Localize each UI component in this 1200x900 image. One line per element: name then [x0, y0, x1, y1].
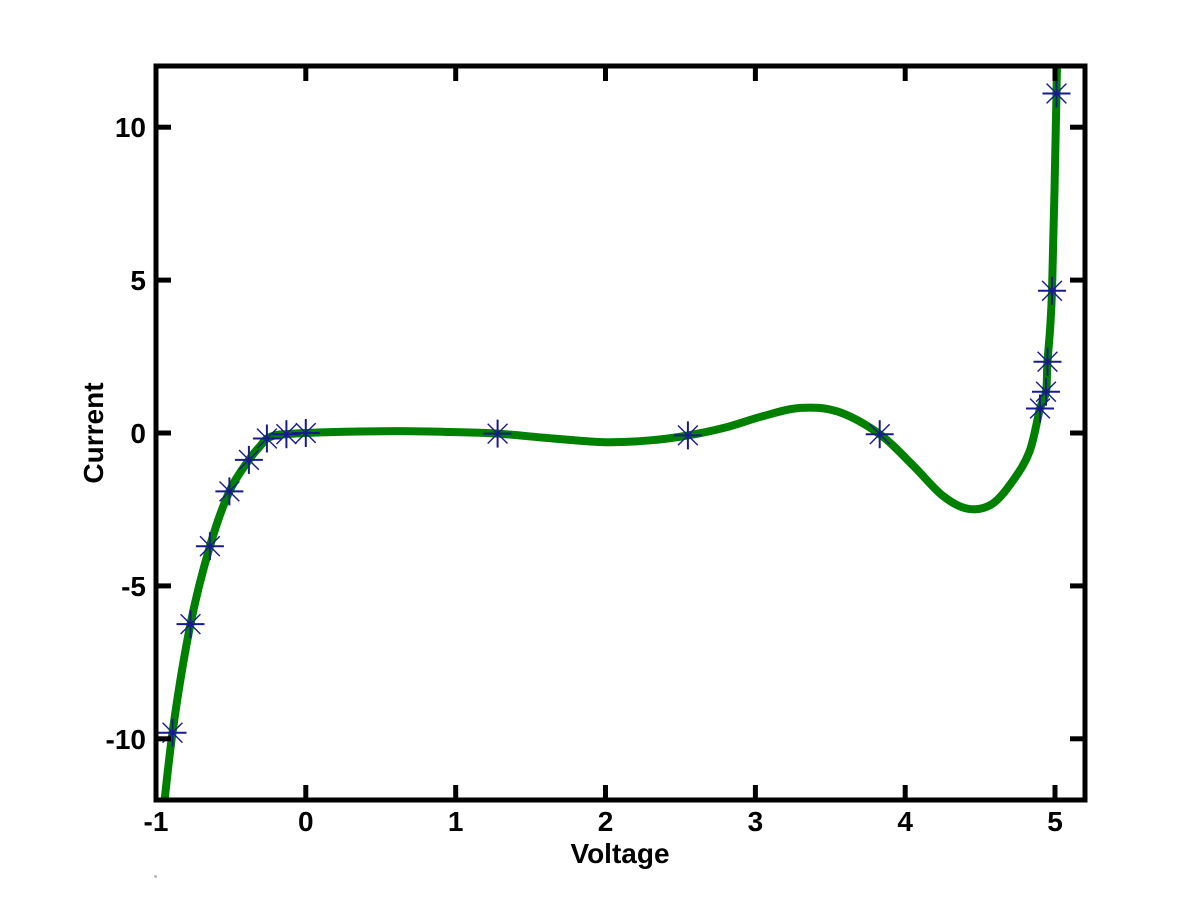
data-point-marker: [158, 718, 187, 747]
x-tick-label: 0: [298, 806, 314, 837]
y-tick-label: -5: [121, 571, 146, 602]
data-point-marker: [1042, 79, 1071, 108]
data-point-marker: [272, 420, 301, 449]
data-point-marker: [252, 424, 281, 453]
data-point-marker: [291, 419, 320, 447]
data-point-marker: [1032, 377, 1060, 406]
data-point-marker: [215, 477, 244, 506]
data-point-marker: [673, 421, 702, 450]
data-point-marker: [865, 420, 894, 449]
y-tick-label: 5: [130, 265, 146, 296]
x-tick-label: 2: [598, 806, 614, 837]
stray-speck: [154, 875, 157, 878]
x-tick-label: 4: [897, 806, 913, 837]
x-tick-label: 1: [448, 806, 464, 837]
data-point-marker: [176, 610, 205, 639]
data-point-marker: [195, 532, 224, 561]
axes-box: [153, 63, 1088, 803]
y-axis-label: Current: [78, 382, 109, 484]
data-point-marker: [1026, 394, 1054, 423]
x-tick-label: 5: [1047, 806, 1063, 837]
data-point-marker: [234, 445, 263, 474]
data-point-marker: [483, 419, 512, 448]
x-tick-label: 3: [748, 806, 764, 837]
x-axis-label: Voltage: [570, 838, 670, 869]
y-tick-label: -10: [106, 724, 146, 755]
y-tick-label: 0: [130, 418, 146, 449]
y-tick-label: 10: [115, 112, 146, 143]
x-tick-label: -1: [144, 806, 169, 837]
data-point-marker: [1033, 347, 1062, 376]
data-point-marker: [1038, 276, 1066, 305]
data-point-markers: [158, 79, 1071, 747]
